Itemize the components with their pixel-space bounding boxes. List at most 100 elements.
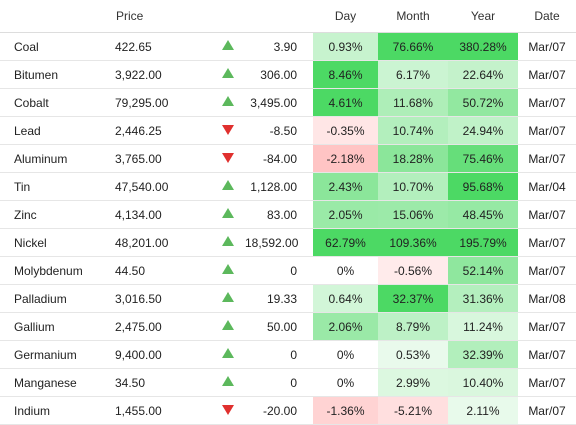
heat-cell: 15.06% — [378, 200, 448, 229]
date-cell: Mar/04 — [518, 172, 576, 201]
heat-cell: -1.36% — [313, 396, 378, 425]
heat-cell: 0% — [313, 368, 378, 397]
price-cell: 4,134.00 — [115, 200, 210, 229]
heat-cell: 52.14% — [448, 256, 518, 285]
heat-cell: 62.79% — [313, 228, 378, 257]
heat-cell: 22.64% — [448, 60, 518, 89]
down-arrow — [221, 404, 234, 415]
trend-cell — [210, 88, 245, 117]
change-cell: 1,128.00 — [245, 172, 313, 201]
price-cell: 44.50 — [115, 256, 210, 285]
heat-cell: 50.72% — [448, 88, 518, 117]
header-cell[interactable]: Month — [378, 0, 448, 33]
trend-cell — [210, 256, 245, 285]
heat-cell: 11.68% — [378, 88, 448, 117]
trend-cell — [210, 340, 245, 369]
heat-cell: 8.46% — [313, 60, 378, 89]
date-cell: Mar/07 — [518, 116, 576, 145]
heat-cell: 0% — [313, 340, 378, 369]
date-cell: Mar/07 — [518, 228, 576, 257]
header-cell — [210, 0, 245, 33]
change-cell: 306.00 — [245, 60, 313, 89]
up-arrow — [221, 319, 234, 330]
heat-cell: 31.36% — [448, 284, 518, 313]
price-cell: 2,475.00 — [115, 312, 210, 341]
header-row: Price Day Month Year Date — [0, 0, 576, 33]
up-arrow — [221, 291, 234, 302]
header-cell[interactable]: Day — [313, 0, 378, 33]
up-arrow — [221, 347, 234, 358]
heat-cell: 2.99% — [378, 368, 448, 397]
header-cell[interactable]: Price — [115, 0, 210, 33]
date-cell: Mar/07 — [518, 32, 576, 61]
header-cell — [245, 0, 313, 33]
price-cell: 9,400.00 — [115, 340, 210, 369]
heat-cell: -0.56% — [378, 256, 448, 285]
price-cell: 1,455.00 — [115, 396, 210, 425]
table-row: Indium 1,455.00 -20.00 -1.36% -5.21% 2.11% Mar… — [0, 396, 576, 425]
date-cell: Mar/07 — [518, 312, 576, 341]
price-cell: 3,765.00 — [115, 144, 210, 173]
arrow-shape — [221, 152, 234, 163]
price-cell: 422.65 — [115, 32, 210, 61]
trend-cell — [210, 32, 245, 61]
trend-cell — [210, 312, 245, 341]
commodity-name: Zinc — [0, 200, 115, 229]
change-cell: -84.00 — [245, 144, 313, 173]
commodity-name: Indium — [0, 396, 115, 425]
heat-cell: 2.06% — [313, 312, 378, 341]
table-body: Coal 422.65 3.90 0.93% 76.66% 380.28% Mar/07 Bi… — [0, 32, 576, 425]
table-row: Bitumen 3,922.00 306.00 8.46% 6.17% 22.64% Mar… — [0, 60, 576, 89]
heat-cell: 10.40% — [448, 368, 518, 397]
heat-cell: 109.36% — [378, 228, 448, 257]
table-row: Nickel 48,201.00 18,592.00 62.79% 109.36% 195… — [0, 228, 576, 257]
change-cell: 3.90 — [245, 32, 313, 61]
up-arrow — [221, 207, 234, 218]
up-arrow — [221, 375, 234, 386]
date-cell: Mar/07 — [518, 144, 576, 173]
heat-cell: 0.53% — [378, 340, 448, 369]
table-row: Zinc 4,134.00 83.00 2.05% 15.06% 48.45% Mar/07 — [0, 200, 576, 229]
price-cell: 2,446.25 — [115, 116, 210, 145]
price-cell: 3,922.00 — [115, 60, 210, 89]
price-cell: 79,295.00 — [115, 88, 210, 117]
up-arrow — [221, 39, 234, 50]
heat-cell: 0% — [313, 256, 378, 285]
trend-cell — [210, 200, 245, 229]
heat-cell: -0.35% — [313, 116, 378, 145]
table-row: Coal 422.65 3.90 0.93% 76.66% 380.28% Mar/07 — [0, 32, 576, 61]
commodity-name: Gallium — [0, 312, 115, 341]
date-cell: Mar/07 — [518, 88, 576, 117]
date-cell: Mar/07 — [518, 340, 576, 369]
date-cell: Mar/08 — [518, 284, 576, 313]
change-cell: 0 — [245, 368, 313, 397]
heat-cell: -5.21% — [378, 396, 448, 425]
change-cell: -8.50 — [245, 116, 313, 145]
date-cell: Mar/07 — [518, 256, 576, 285]
trend-cell — [210, 284, 245, 313]
trend-cell — [210, 172, 245, 201]
arrow-shape — [221, 263, 234, 274]
heat-cell: 75.46% — [448, 144, 518, 173]
header-cell[interactable]: Date — [518, 0, 576, 33]
heat-cell: 2.05% — [313, 200, 378, 229]
arrow-shape — [221, 207, 234, 218]
commodity-name: Aluminum — [0, 144, 115, 173]
up-arrow — [221, 235, 234, 246]
trend-cell — [210, 396, 245, 425]
header-cell[interactable]: Year — [448, 0, 518, 33]
heat-cell: 6.17% — [378, 60, 448, 89]
heat-cell: 95.68% — [448, 172, 518, 201]
arrow-shape — [221, 404, 234, 415]
heat-cell: 2.11% — [448, 396, 518, 425]
commodity-name: Coal — [0, 32, 115, 61]
heat-cell: -2.18% — [313, 144, 378, 173]
commodity-name: Lead — [0, 116, 115, 145]
trend-cell — [210, 228, 245, 257]
arrow-shape — [221, 319, 234, 330]
table-row: Cobalt 79,295.00 3,495.00 4.61% 11.68% 50.72%… — [0, 88, 576, 117]
table-row: Germanium 9,400.00 0 0% 0.53% 32.39% Mar/07 — [0, 340, 576, 369]
change-cell: 0 — [245, 340, 313, 369]
change-cell: 83.00 — [245, 200, 313, 229]
